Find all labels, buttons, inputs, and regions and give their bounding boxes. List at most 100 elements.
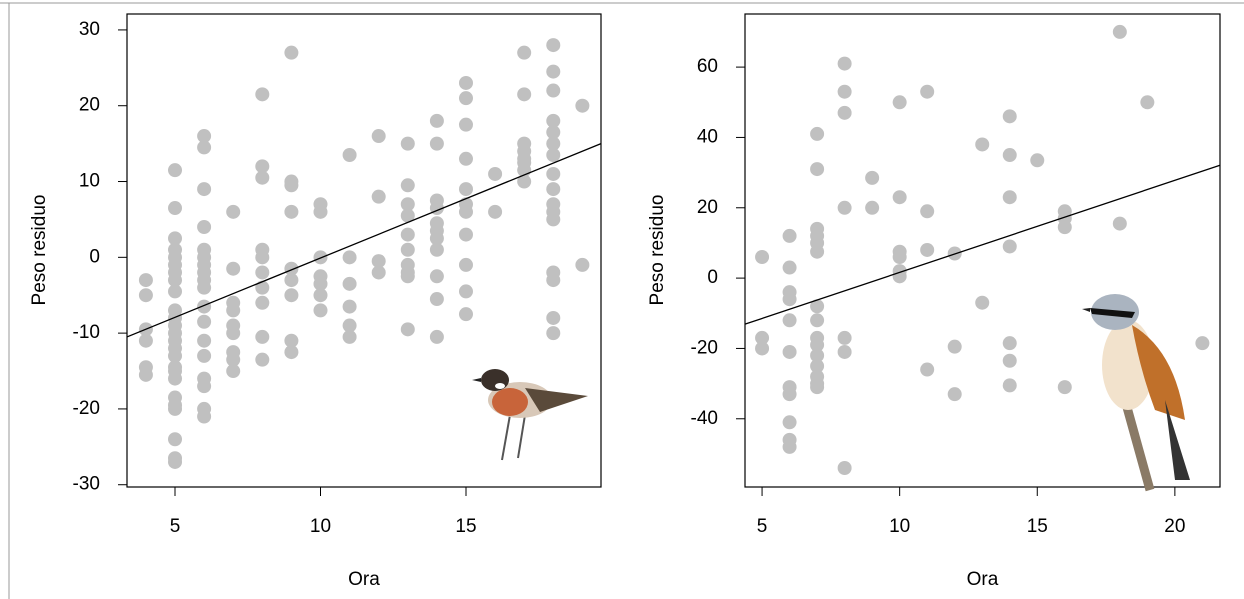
point [810,162,825,177]
y-tick-label: 0 [89,246,100,267]
point [810,380,825,395]
point [975,137,990,152]
point [371,129,386,144]
point [168,231,183,246]
point [920,242,935,257]
point [197,140,212,155]
point [371,254,386,269]
point [342,318,357,333]
x-tick-label: 5 [757,516,768,537]
point [342,299,357,314]
plot-frame [744,13,1221,488]
point [1112,216,1127,231]
plot: 5 10 15 20 -40 -20 0 20 40 60 Ora Peso residuo [647,13,1221,590]
point [429,269,444,284]
point [226,352,241,367]
point [226,326,241,341]
point [400,242,415,257]
point [488,166,503,181]
point [546,64,561,79]
point [226,303,241,318]
point [546,166,561,181]
point [546,310,561,325]
y-tick-label: -20 [691,337,718,358]
point [1112,24,1127,39]
point [782,387,797,402]
point [284,178,299,193]
x-tick-label: 15 [455,516,476,537]
plots: 5 10 15 -30 -20 -10 0 10 20 30 Ora Peso residuo 5 10 1… [29,13,1221,590]
point [197,129,212,144]
y-tick-label: -40 [691,408,718,429]
point [947,339,962,354]
bird-illustration [472,369,588,461]
point [810,337,825,352]
point [400,136,415,151]
point [546,38,561,53]
point [168,454,183,469]
point [575,98,590,113]
point [458,227,473,242]
point [138,288,153,303]
y-tick-label: 20 [697,197,718,218]
x-axis-label: Ora [348,569,380,590]
point [837,200,852,215]
point [837,344,852,359]
point [284,45,299,60]
point [168,273,183,288]
point [197,379,212,394]
point [197,348,212,363]
y-tick-label: -30 [73,474,100,495]
point [837,105,852,120]
point [197,333,212,348]
point [168,371,183,386]
x-axis-label: Ora [967,569,999,590]
point [810,359,825,374]
point [458,284,473,299]
regression-line [744,164,1221,325]
point [782,415,797,430]
point [255,265,270,280]
point [168,348,183,363]
point [429,242,444,257]
point [892,190,907,205]
point [429,292,444,307]
point [920,204,935,219]
x-tick-label: 5 [170,516,181,537]
point [400,227,415,242]
point [546,136,561,151]
point [920,362,935,377]
point [892,250,907,265]
point [1002,109,1017,124]
point [1140,95,1155,110]
point [197,182,212,197]
point [226,364,241,379]
point [810,348,825,363]
point [197,280,212,295]
x-tick-label: 15 [1027,516,1048,537]
point [458,204,473,219]
point [138,273,153,288]
point [546,212,561,227]
point [782,228,797,243]
point [400,269,415,284]
point [313,288,328,303]
point [1057,380,1072,395]
point [458,257,473,272]
point [342,276,357,291]
point [400,208,415,223]
point [255,170,270,185]
point [255,280,270,295]
point [546,326,561,341]
point [458,75,473,90]
plot: 5 10 15 -30 -20 -10 0 10 20 30 Ora Peso residuo [29,13,602,590]
point [1002,190,1017,205]
point [837,56,852,71]
y-tick-label: -10 [73,322,100,343]
point [1057,220,1072,235]
point [197,409,212,424]
point [168,401,183,416]
point [755,341,770,356]
point [920,84,935,99]
